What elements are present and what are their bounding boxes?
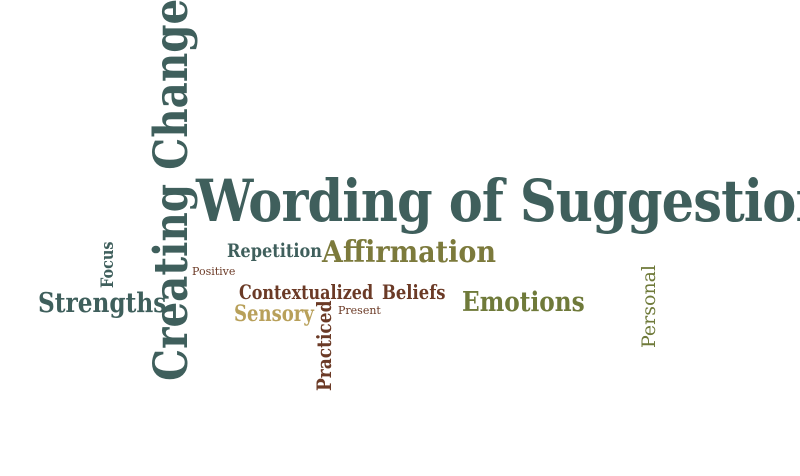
word-positive: Positive bbox=[192, 265, 236, 278]
word-repetition: Repetition bbox=[227, 240, 322, 262]
word-creating-change: Creating Change bbox=[144, 0, 199, 382]
word-strengths: Strengths bbox=[38, 288, 167, 319]
word-contextualized: Contextualized bbox=[239, 280, 374, 304]
word-emotions: Emotions bbox=[462, 287, 585, 318]
word-sensory: Sensory bbox=[234, 301, 314, 327]
word-practiced: Practiced bbox=[312, 300, 336, 391]
word-present: Present bbox=[338, 304, 381, 317]
word-affirmation: Affirmation bbox=[322, 235, 497, 270]
word-wording-of-suggestion: Wording of Suggestion bbox=[196, 167, 800, 235]
word-focus: Focus bbox=[98, 241, 118, 288]
word-beliefs: Beliefs bbox=[382, 280, 446, 304]
word-personal: Personal bbox=[638, 264, 660, 348]
